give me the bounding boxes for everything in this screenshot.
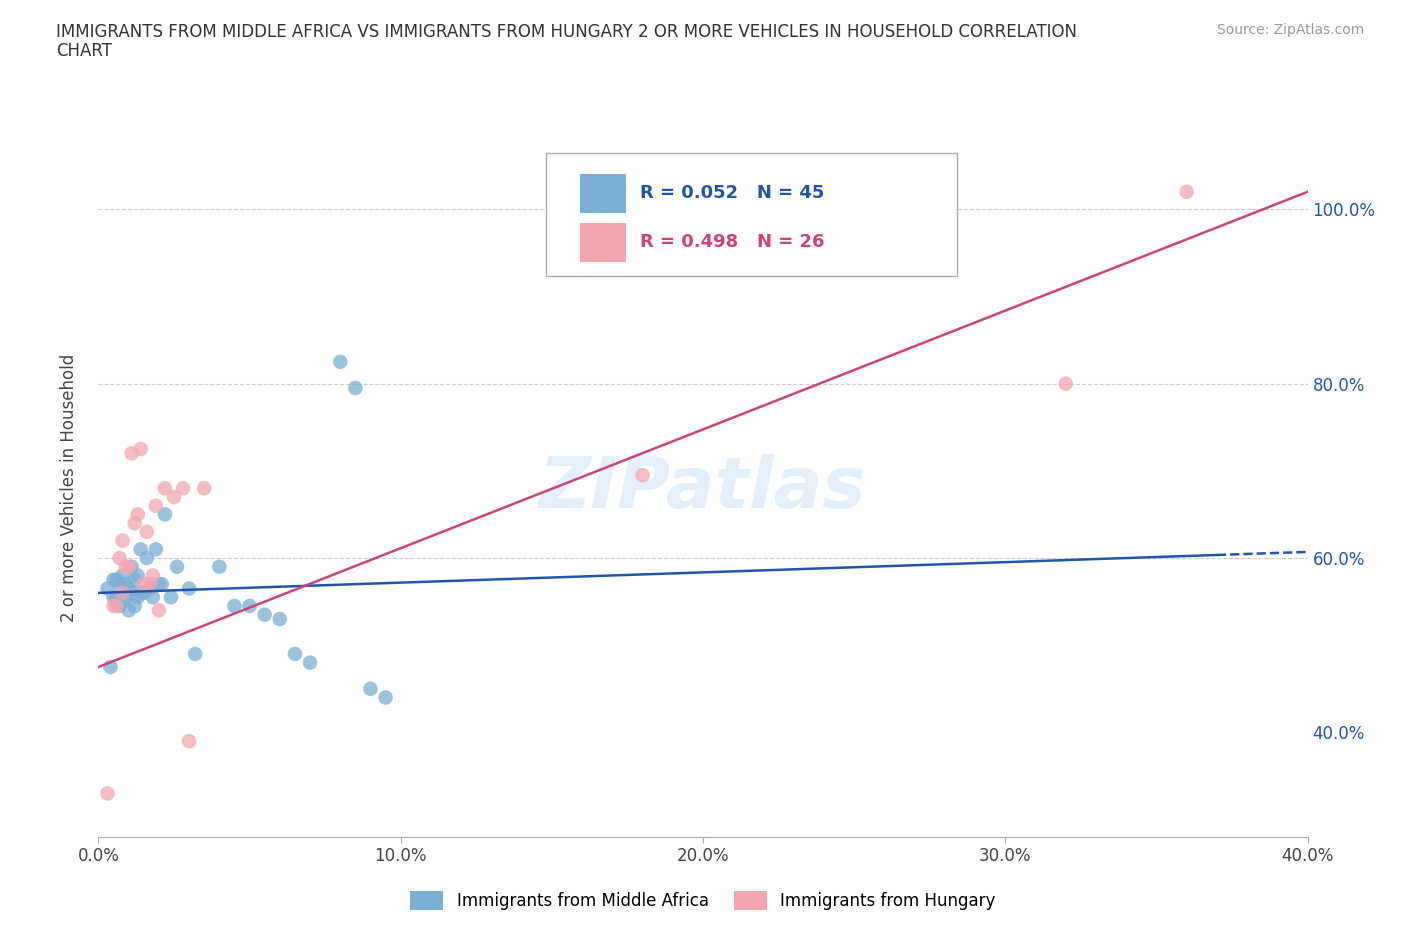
Point bbox=[111, 586, 134, 601]
Point bbox=[193, 481, 215, 496]
Point bbox=[127, 507, 149, 522]
Text: R = 0.498   N = 26: R = 0.498 N = 26 bbox=[640, 233, 825, 251]
Text: Source: ZipAtlas.com: Source: ZipAtlas.com bbox=[1216, 23, 1364, 37]
Point bbox=[118, 603, 141, 618]
Point bbox=[374, 690, 396, 705]
Point bbox=[105, 599, 128, 614]
Point bbox=[111, 568, 134, 583]
Point bbox=[114, 577, 136, 591]
Point bbox=[135, 551, 157, 565]
Point bbox=[269, 612, 291, 627]
Point bbox=[145, 542, 167, 557]
Point bbox=[224, 599, 246, 614]
Point bbox=[1175, 184, 1198, 199]
Point bbox=[179, 734, 201, 749]
Point bbox=[145, 498, 167, 513]
Point bbox=[253, 607, 276, 622]
Point bbox=[118, 559, 141, 574]
Point bbox=[208, 559, 231, 574]
Point bbox=[148, 603, 170, 618]
FancyBboxPatch shape bbox=[579, 175, 626, 213]
Point bbox=[111, 533, 134, 548]
Point bbox=[184, 646, 207, 661]
Point bbox=[105, 590, 128, 604]
Point bbox=[360, 682, 382, 697]
Point bbox=[100, 659, 122, 674]
Point bbox=[114, 559, 136, 574]
Point bbox=[299, 656, 322, 671]
Legend: Immigrants from Middle Africa, Immigrants from Hungary: Immigrants from Middle Africa, Immigrant… bbox=[404, 884, 1002, 917]
Point bbox=[105, 572, 128, 587]
Point bbox=[108, 599, 131, 614]
Point bbox=[142, 568, 165, 583]
Point bbox=[1054, 377, 1077, 392]
Point bbox=[239, 599, 262, 614]
Point bbox=[153, 481, 176, 496]
Point bbox=[121, 586, 143, 601]
Point bbox=[127, 568, 149, 583]
Point bbox=[160, 590, 183, 604]
Point bbox=[631, 468, 654, 483]
Point bbox=[129, 586, 152, 601]
Point bbox=[163, 489, 186, 504]
Text: R = 0.052   N = 45: R = 0.052 N = 45 bbox=[640, 184, 824, 202]
Point bbox=[129, 442, 152, 457]
Point bbox=[284, 646, 307, 661]
Point bbox=[172, 481, 194, 496]
Point bbox=[179, 581, 201, 596]
Point bbox=[148, 577, 170, 591]
Y-axis label: 2 or more Vehicles in Household: 2 or more Vehicles in Household bbox=[59, 354, 77, 622]
Point bbox=[124, 572, 146, 587]
Point bbox=[121, 446, 143, 461]
FancyBboxPatch shape bbox=[579, 223, 626, 261]
Point bbox=[127, 590, 149, 604]
Point bbox=[121, 559, 143, 574]
Point bbox=[103, 599, 125, 614]
Point bbox=[96, 786, 118, 801]
Point bbox=[139, 577, 162, 591]
Point bbox=[129, 542, 152, 557]
FancyBboxPatch shape bbox=[546, 153, 957, 275]
Point bbox=[135, 525, 157, 539]
Point bbox=[124, 515, 146, 530]
Point bbox=[108, 577, 131, 591]
Point bbox=[108, 551, 131, 565]
Point bbox=[103, 590, 125, 604]
Point bbox=[111, 594, 134, 609]
Point bbox=[150, 577, 173, 591]
Point bbox=[153, 507, 176, 522]
Text: IMMIGRANTS FROM MIDDLE AFRICA VS IMMIGRANTS FROM HUNGARY 2 OR MORE VEHICLES IN H: IMMIGRANTS FROM MIDDLE AFRICA VS IMMIGRA… bbox=[56, 23, 1077, 41]
Point bbox=[139, 581, 162, 596]
Point bbox=[118, 581, 141, 596]
Point bbox=[142, 590, 165, 604]
Point bbox=[132, 577, 155, 591]
Text: ZIPatlas: ZIPatlas bbox=[540, 454, 866, 523]
Point bbox=[166, 559, 188, 574]
Point bbox=[344, 380, 367, 395]
Point bbox=[124, 599, 146, 614]
Point bbox=[329, 354, 352, 369]
Point bbox=[114, 590, 136, 604]
Text: CHART: CHART bbox=[56, 42, 112, 60]
Point bbox=[103, 572, 125, 587]
Point bbox=[132, 586, 155, 601]
Point bbox=[96, 581, 118, 596]
